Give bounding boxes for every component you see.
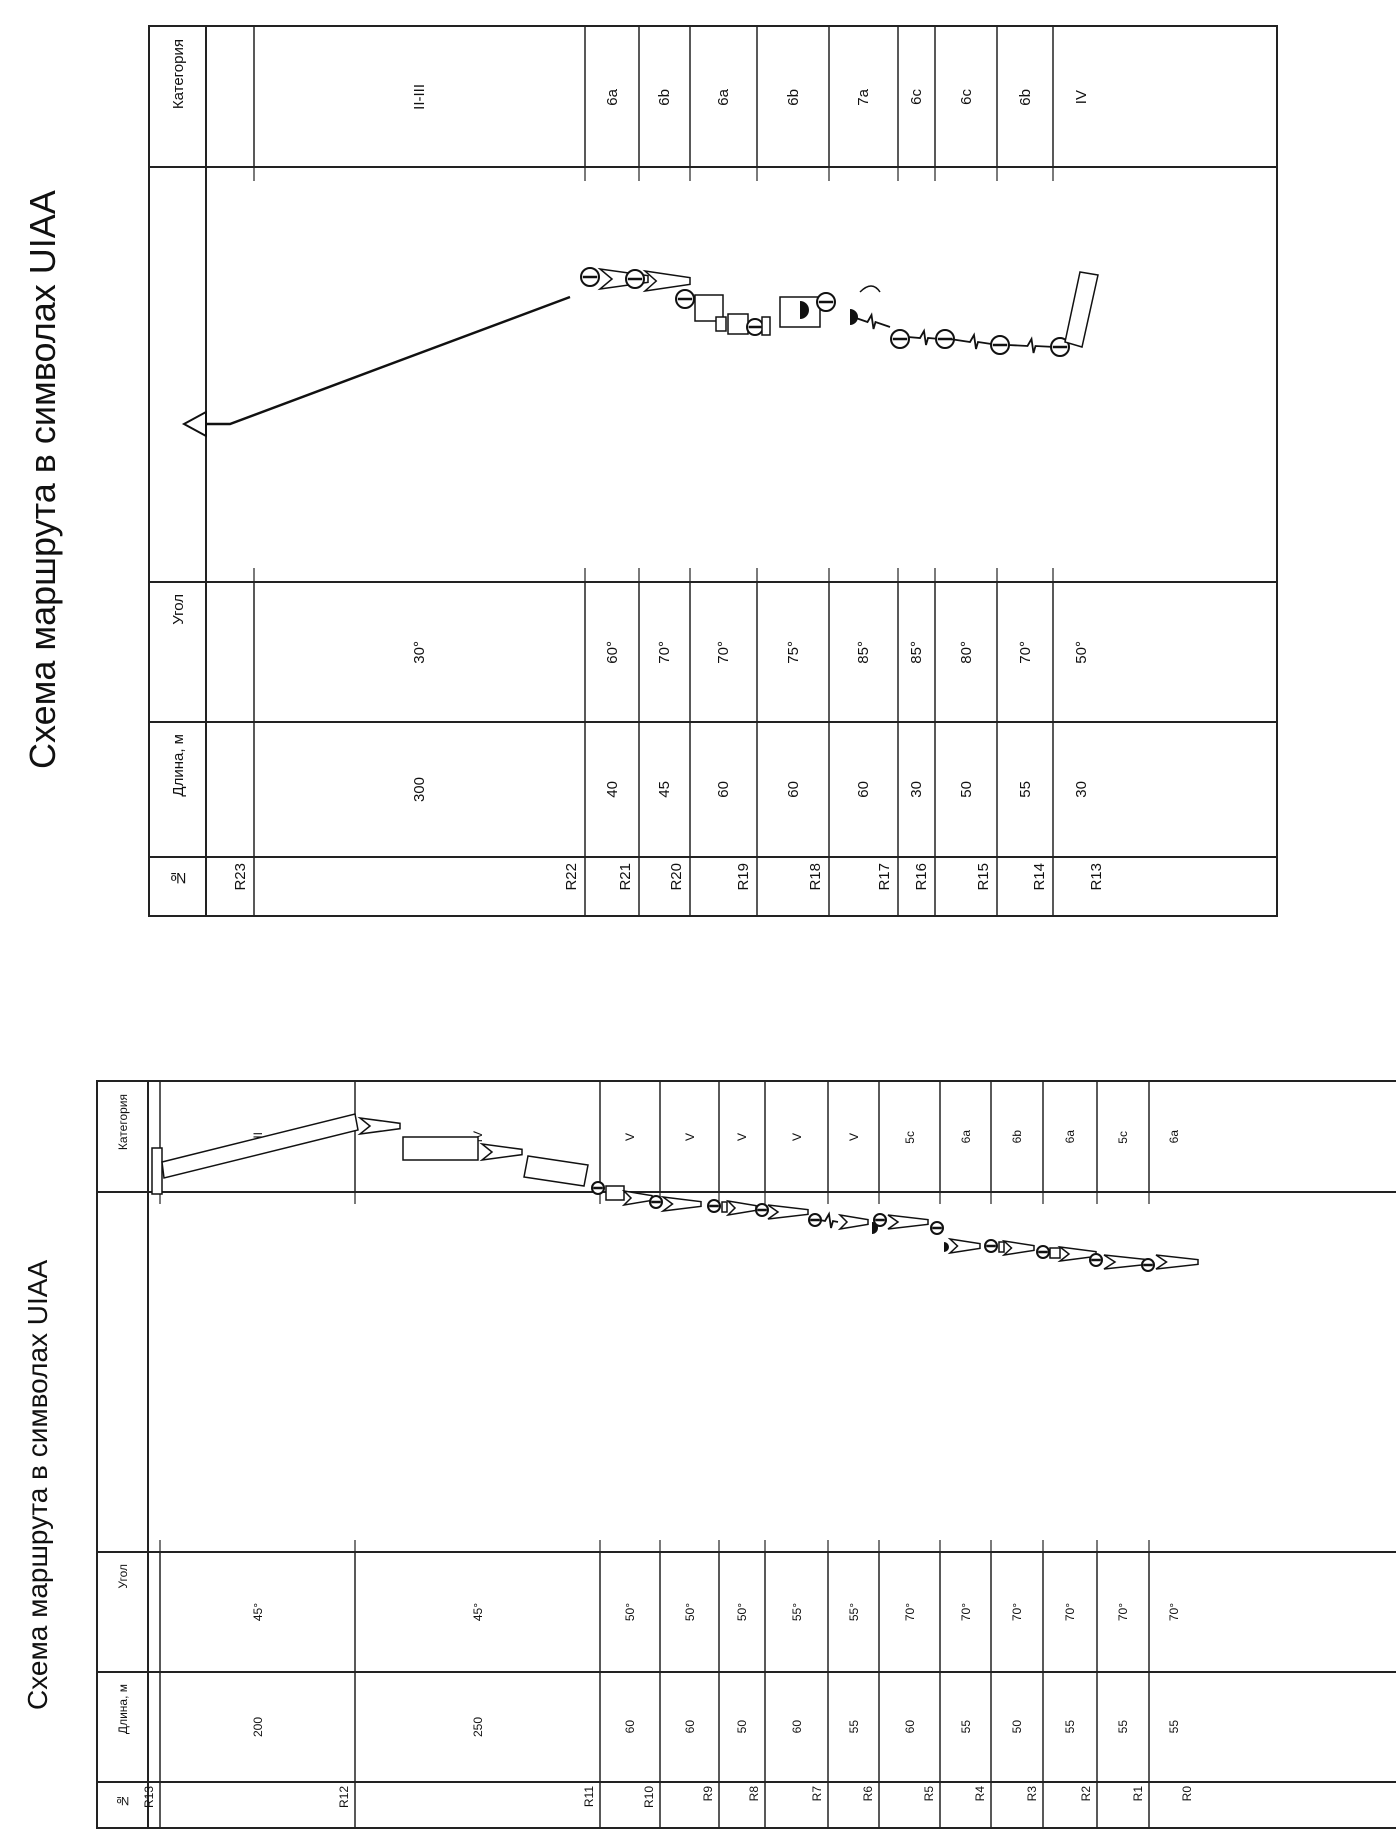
piton-symbol — [746, 318, 764, 336]
overhang-symbol — [800, 301, 809, 319]
slab-symbol — [721, 1201, 728, 1213]
piton-symbol — [1141, 1258, 1155, 1272]
piton-symbol — [755, 1203, 769, 1217]
scheme1-route-diagram — [151, 1113, 1199, 1272]
piton-symbol — [873, 1213, 887, 1227]
slab-symbol — [1064, 271, 1099, 348]
scheme1-title: Схема маршрута в символах UIAA — [22, 1259, 53, 1711]
traverse-symbol — [819, 1211, 839, 1229]
piton-symbol — [1089, 1253, 1103, 1267]
piton-symbol — [675, 289, 695, 309]
piton-symbol — [707, 1199, 721, 1213]
slab-symbol — [761, 316, 771, 336]
overhang-symbol — [944, 1242, 949, 1252]
piton-symbol — [930, 1221, 944, 1235]
scheme2-route-diagram — [181, 267, 1099, 438]
crack-symbol — [887, 1214, 929, 1230]
slab-symbol — [998, 1241, 1005, 1253]
crack-symbol — [479, 1142, 523, 1162]
traverse-symbol — [1007, 336, 1056, 354]
crack-symbol — [837, 1213, 869, 1231]
slab-symbol — [1049, 1247, 1061, 1259]
hook-symbol — [859, 285, 881, 293]
piton-symbol — [816, 292, 836, 312]
crack-symbol — [1103, 1254, 1149, 1270]
piton-symbol — [935, 329, 955, 349]
ridge-line — [206, 295, 571, 426]
crack-symbol — [660, 1195, 702, 1213]
piton-symbol — [890, 329, 910, 349]
scheme2-table: № Длина, м Угол Категория R23 II-III 30° 30… — [148, 25, 1278, 917]
piton-symbol — [808, 1213, 822, 1227]
slab-symbol — [715, 316, 727, 332]
crack-symbol — [767, 1204, 809, 1220]
piton-symbol — [984, 1239, 998, 1253]
piton-symbol — [990, 335, 1010, 355]
scheme1-table: № Длина, м Угол Категория R13 III 45° 200 R1… — [96, 1080, 1396, 1829]
slab-symbol — [727, 313, 749, 335]
slab-symbol — [523, 1155, 589, 1187]
piton-symbol — [649, 1195, 663, 1209]
slab-symbol — [151, 1147, 163, 1195]
piton-symbol — [591, 1181, 605, 1195]
crack-symbol — [725, 1199, 757, 1217]
scheme2-title: Схема маршрута в символах UIAA — [22, 190, 63, 770]
piton-symbol — [580, 267, 600, 287]
piton-symbol — [1036, 1245, 1050, 1259]
summit-triangle — [181, 410, 207, 438]
crack-symbol — [947, 1237, 981, 1255]
slab-symbol — [402, 1136, 479, 1161]
slab-symbol — [605, 1185, 625, 1201]
scheme1-grid — [98, 1082, 1396, 1827]
slab-symbol — [161, 1113, 359, 1179]
traverse-symbol — [852, 312, 891, 330]
traverse-symbol — [907, 328, 941, 346]
crack-symbol — [1057, 1245, 1097, 1263]
crack-symbol — [1155, 1254, 1199, 1270]
traverse-symbol — [949, 332, 999, 350]
crack-symbol — [642, 269, 691, 293]
scheme2-grid — [150, 27, 1276, 915]
crack-symbol — [357, 1116, 401, 1136]
crack-symbol — [621, 1189, 653, 1207]
crack-symbol — [1001, 1239, 1035, 1257]
piton-symbol — [625, 269, 645, 289]
